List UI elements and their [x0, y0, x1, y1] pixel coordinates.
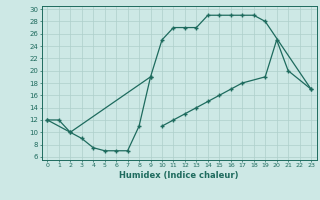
- X-axis label: Humidex (Indice chaleur): Humidex (Indice chaleur): [119, 171, 239, 180]
